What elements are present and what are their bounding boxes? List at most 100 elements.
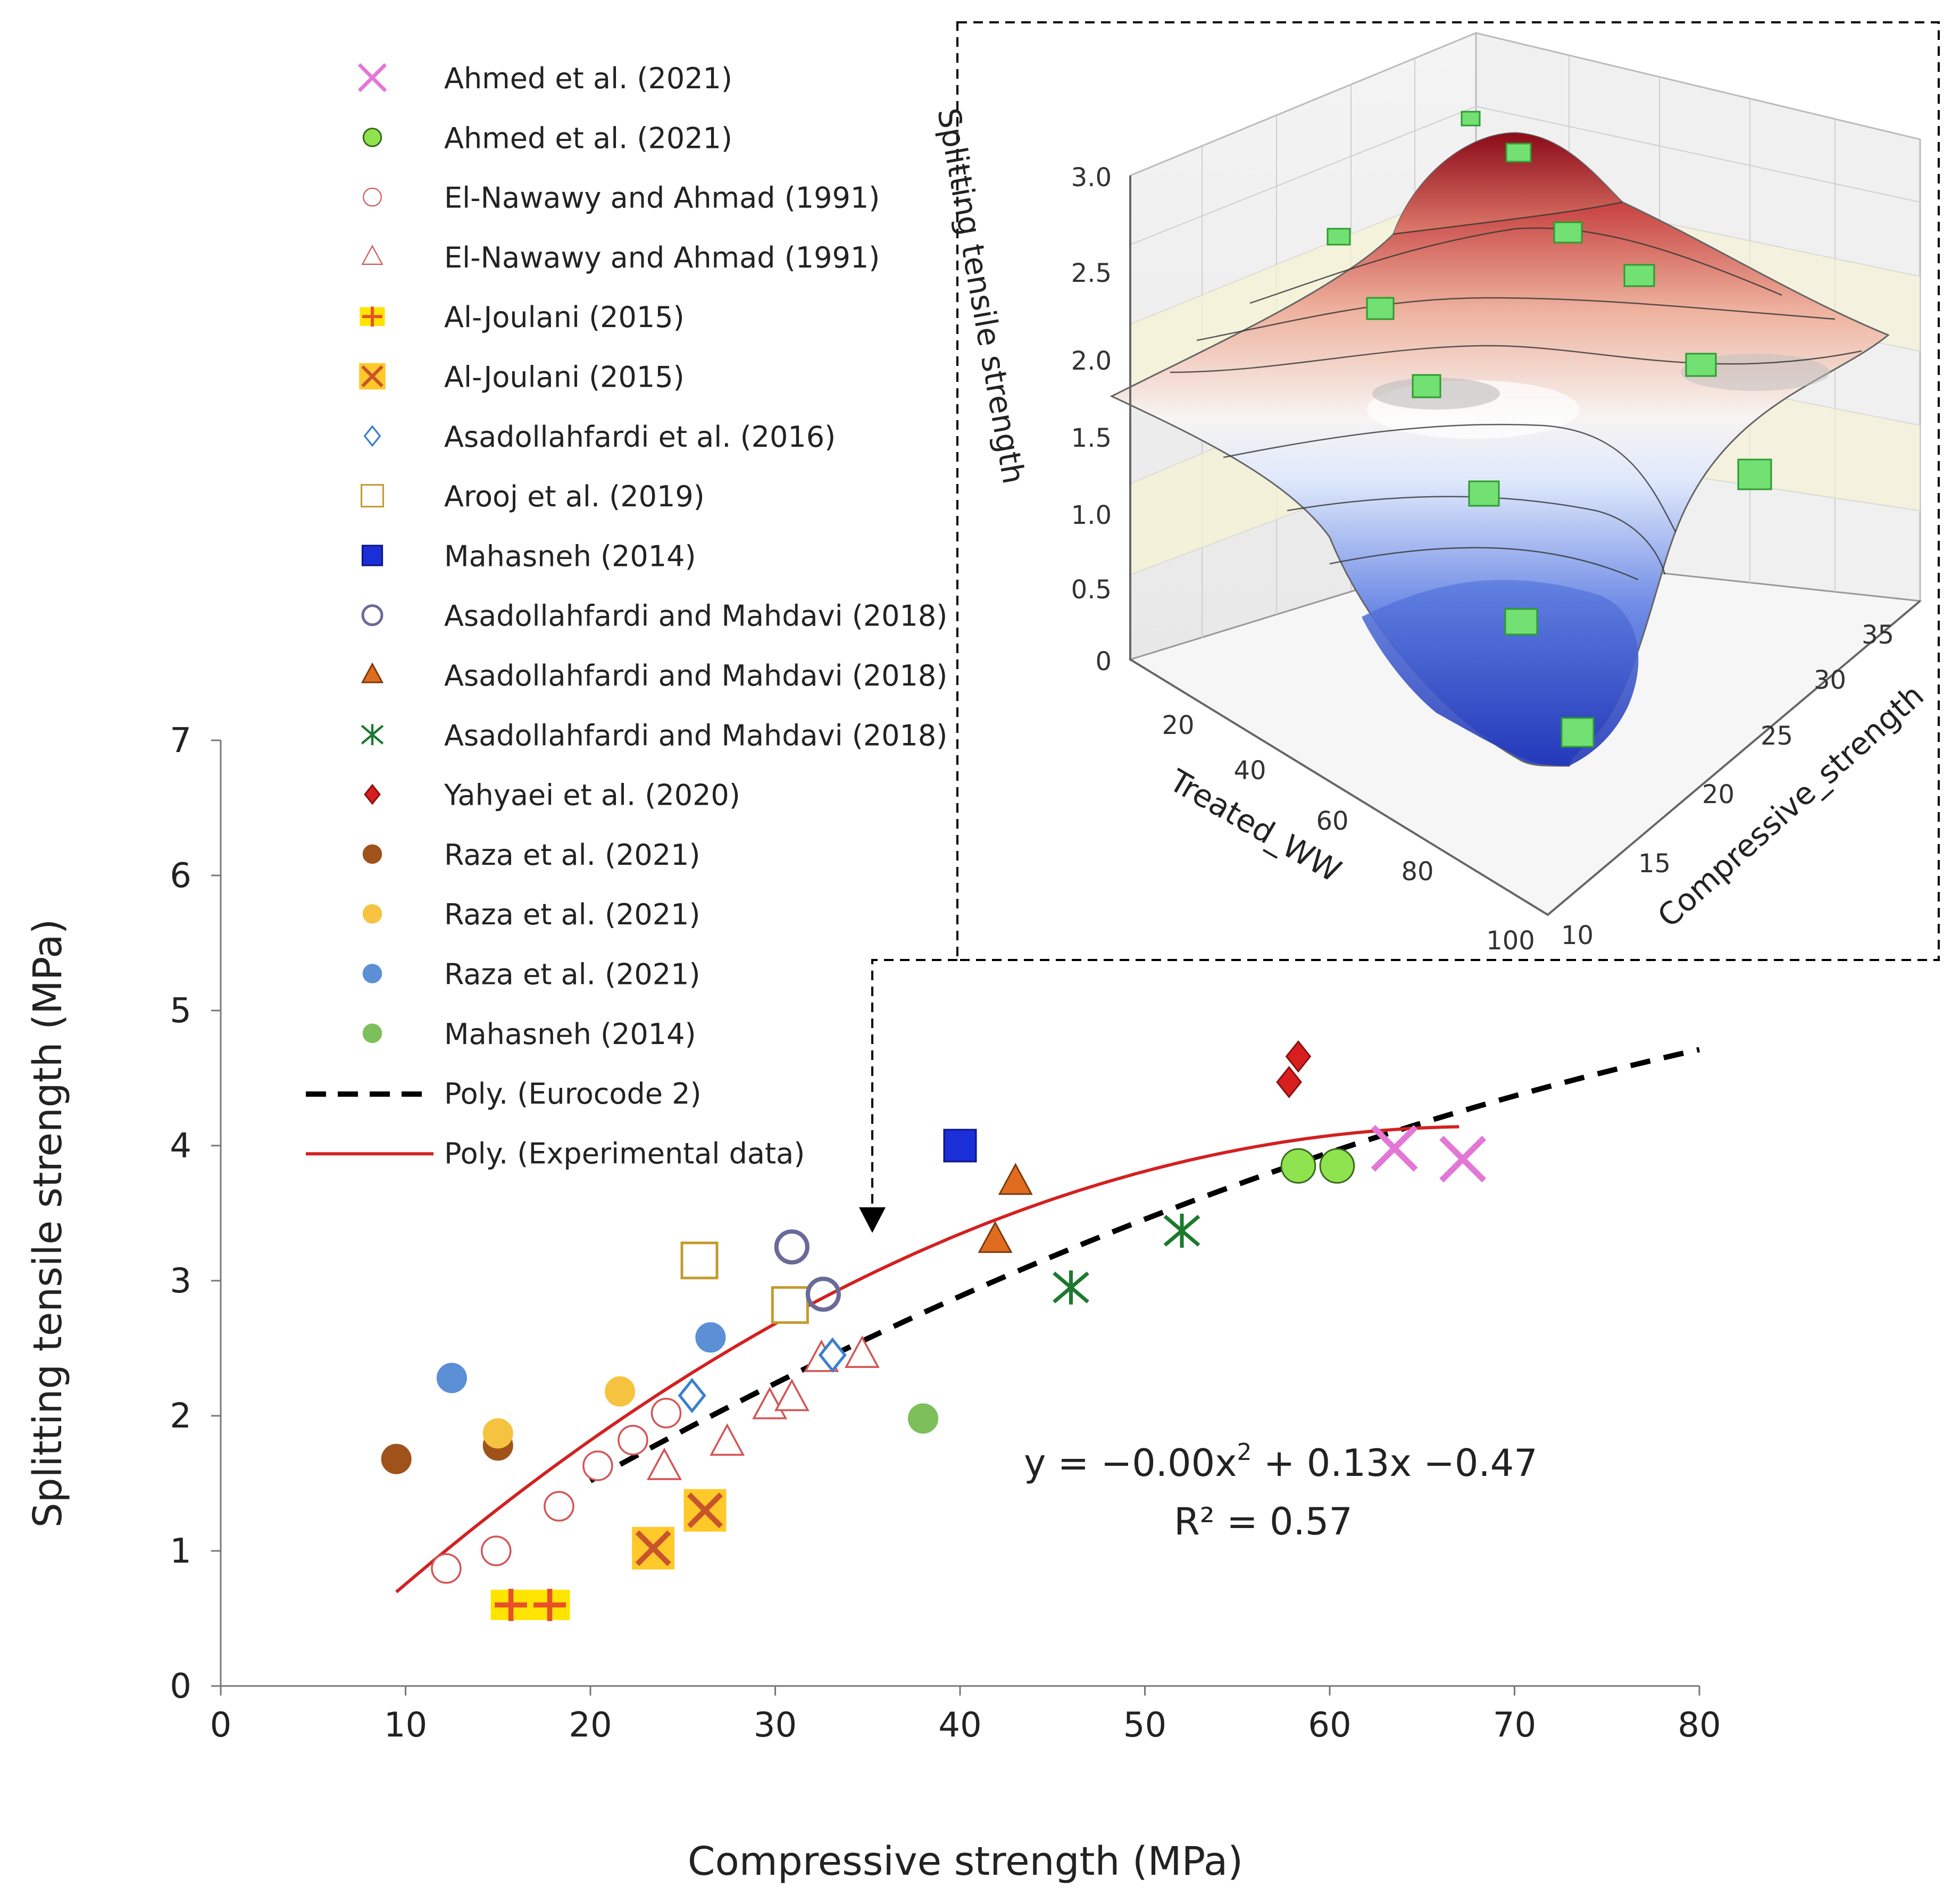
legend-marker bbox=[362, 128, 382, 147]
y-tick-label: 6 bbox=[170, 856, 191, 896]
inset-data-cubes bbox=[1327, 111, 1772, 748]
inset-x-tick: 20 bbox=[1162, 711, 1194, 740]
inset-y-tick: 30 bbox=[1814, 665, 1846, 695]
connector-line bbox=[871, 959, 957, 1215]
data-point bbox=[650, 1398, 682, 1429]
legend-label: Asadollahfardi et al. (2016) bbox=[444, 420, 836, 454]
legend-item: Asadollahfardi et al. (2016) bbox=[363, 420, 836, 454]
data-point bbox=[544, 1491, 574, 1522]
legend-label: Asadollahfardi and Mahdavi (2018) bbox=[444, 599, 947, 633]
data-point bbox=[605, 1376, 636, 1407]
data-point bbox=[381, 1443, 412, 1474]
inset-cube bbox=[1737, 458, 1772, 490]
legend: Ahmed et al. (2021) Ahmed et al. (2021) El… bbox=[306, 62, 947, 1170]
trendlines bbox=[395, 1047, 1700, 1593]
legend-item: Yahyaei et al. (2020) bbox=[364, 779, 740, 812]
inset-connector bbox=[859, 959, 957, 1233]
legend-marker bbox=[362, 844, 382, 864]
inset-z-tick: 1.0 bbox=[1071, 500, 1112, 530]
inset-z-tick: 3.0 bbox=[1071, 163, 1112, 193]
data-markers bbox=[381, 1040, 1487, 1621]
inset-z-ticks: 0 0.5 1.0 1.5 2.0 2.5 3.0 bbox=[1071, 163, 1112, 677]
inset-3d-plot: 0 0.5 1.0 1.5 2.0 2.5 3.0 Splitting tens… bbox=[930, 21, 1940, 961]
legend-label: Asadollahfardi and Mahdavi (2018) bbox=[444, 659, 947, 692]
data-point bbox=[1163, 1214, 1200, 1248]
legend-label: Raza et al. (2021) bbox=[444, 838, 700, 872]
data-point bbox=[818, 1337, 847, 1373]
data-point bbox=[1276, 1066, 1302, 1099]
legend-label: Ahmed et al. (2021) bbox=[444, 62, 732, 95]
x-tick-label: 40 bbox=[938, 1706, 981, 1745]
legend-label: Mahasneh (2014) bbox=[444, 1017, 696, 1051]
data-point bbox=[533, 1589, 566, 1621]
legend-label: Ahmed et al. (2021) bbox=[444, 121, 732, 155]
axis-ticks bbox=[211, 739, 1700, 1696]
data-point bbox=[481, 1535, 512, 1566]
legend-label: Mahasneh (2014) bbox=[444, 539, 696, 573]
inset-z-tick: 0 bbox=[1095, 647, 1112, 677]
data-point bbox=[771, 1286, 809, 1324]
legend-marker bbox=[361, 545, 383, 566]
inset-surface-peak bbox=[1394, 133, 1622, 234]
legend-item: El-Nawawy and Ahmad (1991) bbox=[363, 181, 880, 215]
y-tick-label: 4 bbox=[170, 1126, 191, 1166]
legend-marker bbox=[361, 724, 384, 746]
data-point bbox=[495, 1589, 527, 1621]
legend-item: Ahmed et al. (2021) bbox=[362, 121, 732, 155]
x-tick-label: 30 bbox=[754, 1706, 797, 1745]
eq-term3: 0.47 bbox=[1455, 1441, 1538, 1485]
inset-x-ticks: 20 40 60 80 100 bbox=[1162, 711, 1534, 956]
data-point bbox=[805, 1276, 841, 1312]
legend-item: Al-Joulani (2015) bbox=[359, 361, 685, 394]
inset-z-tick: 0.5 bbox=[1071, 575, 1112, 605]
legend-item: Mahasneh (2014) bbox=[362, 1017, 696, 1051]
legend-marker bbox=[364, 783, 381, 805]
inset-cube bbox=[1553, 221, 1583, 244]
x-tick-label: 10 bbox=[384, 1706, 427, 1745]
legend-marker bbox=[361, 365, 383, 388]
x-tick-label: 0 bbox=[210, 1706, 232, 1745]
legend-marker bbox=[357, 63, 387, 93]
x-tick-label: 20 bbox=[569, 1706, 612, 1745]
inset-x-tick: 40 bbox=[1233, 756, 1266, 786]
data-point bbox=[695, 1322, 726, 1353]
data-point bbox=[710, 1423, 745, 1456]
legend-marker bbox=[361, 484, 384, 508]
legend-label: Yahyaei et al. (2020) bbox=[444, 779, 740, 812]
legend-item: Asadollahfardi and Mahdavi (2018) bbox=[361, 719, 947, 752]
inset-frame bbox=[956, 21, 1940, 961]
trendline-experimental bbox=[395, 1125, 1459, 1593]
y-tick-label: 5 bbox=[170, 991, 191, 1031]
inset-front-edge bbox=[1129, 176, 1921, 916]
inset-x-tick: 100 bbox=[1486, 926, 1535, 956]
y-tick-label: 1 bbox=[170, 1532, 191, 1571]
trendline-eurocode bbox=[589, 1047, 1700, 1483]
legend-item: Asadollahfardi and Mahdavi (2018) bbox=[361, 659, 947, 692]
legend-item: Mahasneh (2014) bbox=[361, 539, 696, 573]
y-tick-label: 0 bbox=[170, 1667, 191, 1706]
legend-label: El-Nawawy and Ahmad (1991) bbox=[444, 181, 880, 215]
legend-item: Ahmed et al. (2021) bbox=[357, 62, 732, 95]
data-point bbox=[1285, 1040, 1312, 1073]
data-point bbox=[943, 1129, 977, 1163]
data-point bbox=[678, 1378, 706, 1414]
data-point bbox=[774, 1379, 810, 1412]
y-tick-label: 2 bbox=[170, 1397, 191, 1436]
x-tick-label: 80 bbox=[1678, 1706, 1721, 1745]
connector-arrowhead bbox=[859, 1207, 886, 1233]
eq-sup: 2 bbox=[1237, 1439, 1252, 1466]
inset-surface-shadow bbox=[1681, 354, 1830, 391]
legend-label: Poly. (Eurocode 2) bbox=[444, 1077, 702, 1111]
data-point bbox=[646, 1447, 682, 1480]
legend-marker bbox=[362, 964, 382, 983]
data-point bbox=[582, 1450, 613, 1481]
legend-label: El-Nawawy and Ahmad (1991) bbox=[444, 241, 880, 274]
data-point bbox=[1371, 1125, 1418, 1172]
inset-x-tick: 60 bbox=[1316, 806, 1348, 836]
legend-label: Asadollahfardi and Mahdavi (2018) bbox=[444, 719, 947, 752]
legend-item: Raza et al. (2021) bbox=[362, 838, 700, 872]
data-point bbox=[1439, 1136, 1487, 1183]
data-point bbox=[998, 1163, 1033, 1195]
legend-item: Raza et al. (2021) bbox=[362, 958, 700, 991]
